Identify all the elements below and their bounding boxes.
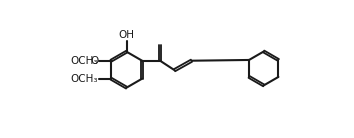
Text: O: O — [90, 56, 98, 66]
Text: OH: OH — [119, 30, 135, 40]
Text: OCH₃: OCH₃ — [71, 74, 98, 84]
Text: OCH₃: OCH₃ — [71, 56, 98, 66]
